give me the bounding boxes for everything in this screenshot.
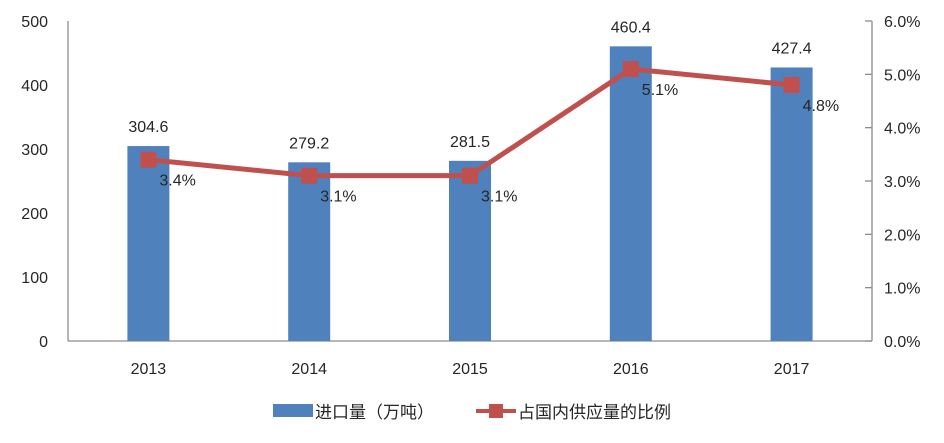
right-axis-tick-label: 2.0% <box>884 227 920 244</box>
year-label: 2015 <box>452 361 488 378</box>
line-series <box>148 66 792 179</box>
right-axis-tick-label: 5.0% <box>884 67 920 84</box>
left-axis-tick-label: 400 <box>21 78 48 95</box>
line-marker <box>783 77 800 93</box>
pct-value-label: 4.8% <box>803 98 839 115</box>
line-marker <box>462 167 478 184</box>
bar <box>609 46 652 342</box>
bar <box>288 162 331 341</box>
right-axis-tick-label: 4.0% <box>884 121 920 138</box>
bar-value-label: 281.5 <box>450 134 490 151</box>
legend-item-line-series: 占国内供应量的比例 <box>476 398 671 423</box>
bar-series-swatch-icon <box>273 404 313 417</box>
year-label: 2014 <box>291 361 327 378</box>
legend-label-line-series: 占国内供应量的比例 <box>518 403 671 422</box>
right-axis-tick-label: 3.0% <box>884 174 920 191</box>
right-axis-tick-label: 6.0% <box>884 14 920 31</box>
left-axis-tick-label: 0 <box>39 334 48 351</box>
line-marker <box>140 151 157 168</box>
left-axis-tick-label: 500 <box>21 14 48 31</box>
pct-value-label: 3.4% <box>159 173 195 190</box>
line-series-swatch-icon <box>476 402 516 420</box>
legend: 进口量（万吨） 占国内供应量的比例 <box>0 398 944 423</box>
bar-value-label: 304.6 <box>128 119 168 136</box>
line-marker <box>622 61 639 77</box>
bar-value-label: 427.4 <box>772 40 812 57</box>
year-label: 2013 <box>131 361 167 378</box>
bar-value-label: 460.4 <box>611 19 651 36</box>
pct-value-label: 3.1% <box>320 189 356 206</box>
left-axis-tick-label: 100 <box>21 270 48 287</box>
left-axis-tick-label: 200 <box>21 206 48 223</box>
pct-value-label: 5.1% <box>642 82 678 99</box>
pct-value-label: 3.1% <box>481 189 517 206</box>
bar <box>127 146 170 341</box>
year-label: 2017 <box>774 361 810 378</box>
year-label: 2016 <box>613 361 649 378</box>
right-axis-tick-label: 1.0% <box>884 281 920 298</box>
bar <box>770 67 813 342</box>
legend-item-bar-series: 进口量（万吨） <box>273 398 434 423</box>
bar-value-label: 279.2 <box>289 135 329 152</box>
legend-label-bar-series: 进口量（万吨） <box>315 403 434 422</box>
right-axis-tick-label: 0.0% <box>884 334 920 351</box>
line-marker <box>301 167 318 184</box>
bar <box>449 160 491 341</box>
left-axis-tick-label: 300 <box>21 142 48 159</box>
